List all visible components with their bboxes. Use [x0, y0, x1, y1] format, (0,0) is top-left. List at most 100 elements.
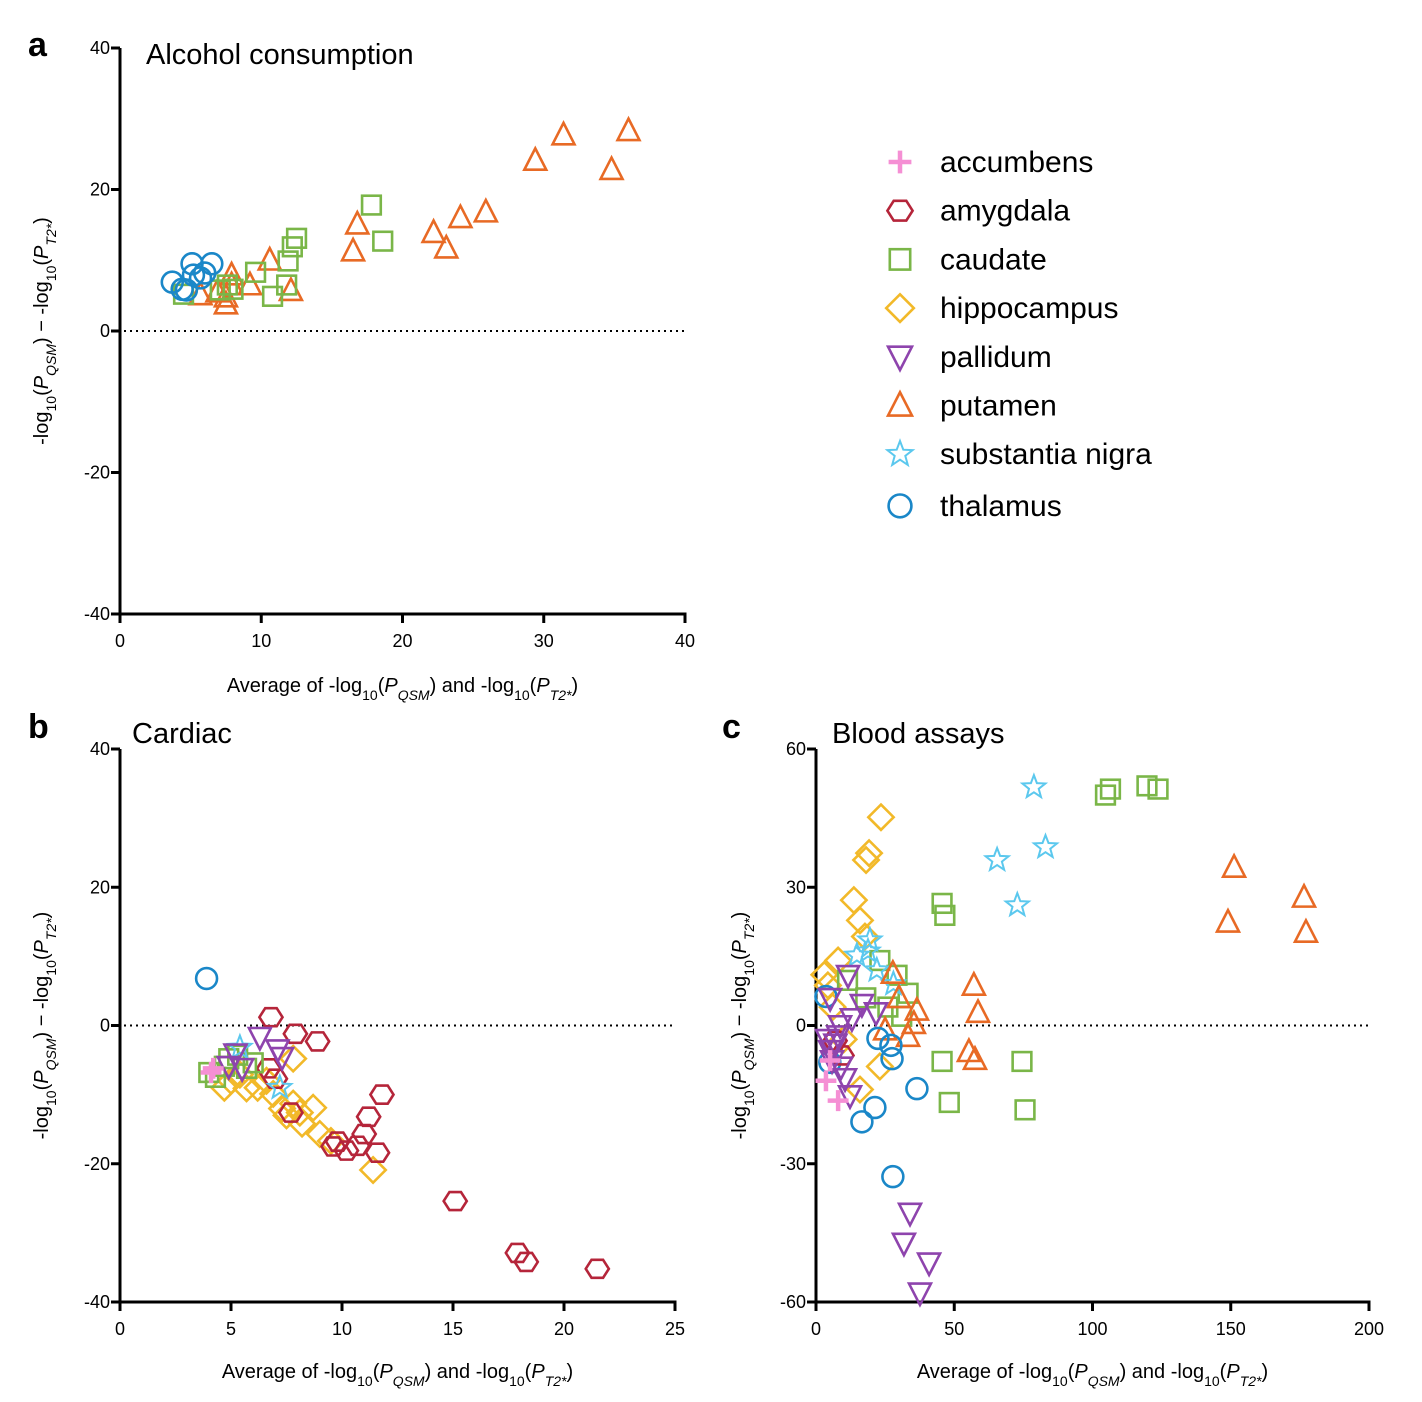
- x-axis-title: Average of -log10(PQSM) and -log10(PT2*): [222, 1361, 573, 1389]
- y-tick-label: -30: [780, 1154, 806, 1174]
- panel-b-plot: -40 -20 0 20 40 0 5 10 15 20 25 Average of -log10(P…: [31, 739, 685, 1389]
- data-point-putamen: [1214, 907, 1242, 933]
- data-point-pallidum: [826, 1014, 854, 1041]
- x-tick-label: 30: [534, 631, 554, 651]
- data-point-putamen: [885, 982, 913, 1009]
- x-axis-title: Average of -log10(PQSM) and -log10(PT2*): [227, 675, 578, 703]
- x-tick-label: 25: [665, 1319, 685, 1339]
- legend-marker-putamen: [885, 389, 915, 417]
- data-point-putamen: [961, 1044, 989, 1071]
- data-point-pallidum: [246, 1026, 273, 1053]
- data-point-putamen: [277, 275, 305, 302]
- data-point-caudate: [934, 904, 956, 927]
- data-point-thalamus: [194, 966, 219, 991]
- data-point-pallidum: [813, 1028, 841, 1055]
- data-point-substantia-nigra: [982, 845, 1012, 873]
- data-point-putamen: [212, 289, 240, 315]
- panel-letter-b: b: [28, 708, 49, 746]
- data-point-caudate: [372, 230, 394, 252]
- data-point-accumbens: [815, 1070, 837, 1092]
- data-point-thalamus: [880, 1046, 904, 1071]
- data-point-pallidum: [827, 1056, 854, 1082]
- legend-item-hippocampus: hippocampus: [884, 292, 1118, 325]
- y-tick-label: -20: [84, 463, 110, 483]
- data-point-caudate: [244, 261, 267, 283]
- data-point-pallidum: [268, 1046, 296, 1073]
- legend-label: pallidum: [940, 341, 1052, 374]
- data-point-substantia-nigra: [842, 940, 872, 968]
- data-point-substantia-nigra: [265, 1072, 294, 1100]
- y-tick-label: 20: [90, 877, 110, 897]
- data-point-putamen: [236, 270, 264, 296]
- x-tick-label: 20: [392, 631, 412, 651]
- data-point-caudate: [869, 949, 891, 972]
- data-point-putamen: [894, 1021, 922, 1048]
- data-point-pallidum: [228, 1057, 256, 1084]
- data-point-amygdala: [282, 1023, 309, 1045]
- data-point-amygdala: [584, 1258, 611, 1280]
- data-point-amygdala: [324, 1131, 351, 1152]
- data-point-thalamus: [879, 1033, 903, 1058]
- data-point-amygdala: [304, 1031, 331, 1052]
- data-point-pallidum: [896, 1202, 924, 1229]
- data-point-hippocampus: [272, 1100, 301, 1130]
- y-tick-label: 20: [90, 180, 110, 200]
- series-caudate: [836, 775, 1169, 1121]
- data-point-hippocampus: [305, 1119, 335, 1149]
- data-point-amygdala: [355, 1106, 382, 1128]
- legend-marker-hippocampus: [884, 292, 916, 324]
- data-point-caudate: [222, 278, 244, 300]
- data-point-caudate: [281, 236, 303, 258]
- data-point-hippocampus: [285, 1098, 315, 1128]
- data-point-caudate: [216, 274, 239, 296]
- legend-label: substantia nigra: [940, 438, 1152, 471]
- data-point-thalamus: [181, 263, 206, 287]
- data-point-thalamus: [905, 1076, 929, 1101]
- data-point-accumbens: [202, 1057, 224, 1079]
- data-point-putamen: [256, 245, 283, 271]
- data-point-caudate: [1099, 778, 1122, 800]
- data-point-amygdala: [320, 1136, 347, 1157]
- panel-c-plot: -60 -30 0 30 60 0 50 100 150 200 Average of -log10…: [729, 739, 1384, 1389]
- data-point-hippocampus: [865, 1052, 895, 1082]
- data-point-accumbens: [827, 1090, 849, 1112]
- series-amygdala: [255, 1006, 611, 1280]
- data-point-caudate: [261, 285, 284, 307]
- data-point-pallidum: [836, 1085, 864, 1111]
- data-point-hippocampus: [866, 802, 896, 832]
- data-point-caudate: [931, 892, 953, 915]
- legend-item-accumbens: accumbens: [888, 146, 1093, 179]
- y-tick-label: 40: [90, 739, 110, 759]
- y-tick-label: 0: [100, 321, 110, 341]
- x-tick-label: 50: [944, 1319, 964, 1339]
- x-tick-label: 15: [443, 1319, 463, 1339]
- x-tick-label: 10: [251, 631, 271, 651]
- data-point-accumbens: [819, 1050, 841, 1071]
- legend-label: hippocampus: [940, 292, 1118, 325]
- data-point-caudate: [836, 969, 859, 991]
- data-point-hippocampus: [298, 1093, 328, 1123]
- legend-marker-pallidum: [885, 345, 915, 373]
- legend-item-caudate: caudate: [888, 243, 1047, 276]
- legend-item-substantia-nigra: substantia nigra: [884, 438, 1152, 471]
- data-point-caudate: [938, 1091, 960, 1114]
- data-point-caudate: [1147, 778, 1169, 800]
- legend-marker-substantia-nigra: [884, 438, 916, 468]
- data-point-putamen: [420, 217, 447, 244]
- data-point-amygdala: [257, 1006, 285, 1028]
- data-point-putamen: [1220, 852, 1248, 878]
- panel-letter-c: c: [722, 708, 741, 746]
- data-point-pallidum: [906, 1282, 934, 1308]
- legend-marker-amygdala: [885, 199, 915, 222]
- data-point-thalamus: [193, 261, 217, 285]
- panel-letter-a: a: [28, 26, 48, 64]
- data-point-putamen: [472, 197, 499, 223]
- data-point-amygdala: [262, 1068, 289, 1090]
- y-tick-label: 0: [796, 1016, 806, 1036]
- x-tick-label: 0: [115, 1319, 125, 1339]
- series-accumbens: [200, 1057, 224, 1083]
- data-point-caudate: [242, 1052, 264, 1074]
- data-point-thalamus: [863, 1095, 887, 1120]
- legend-item-pallidum: pallidum: [885, 341, 1052, 374]
